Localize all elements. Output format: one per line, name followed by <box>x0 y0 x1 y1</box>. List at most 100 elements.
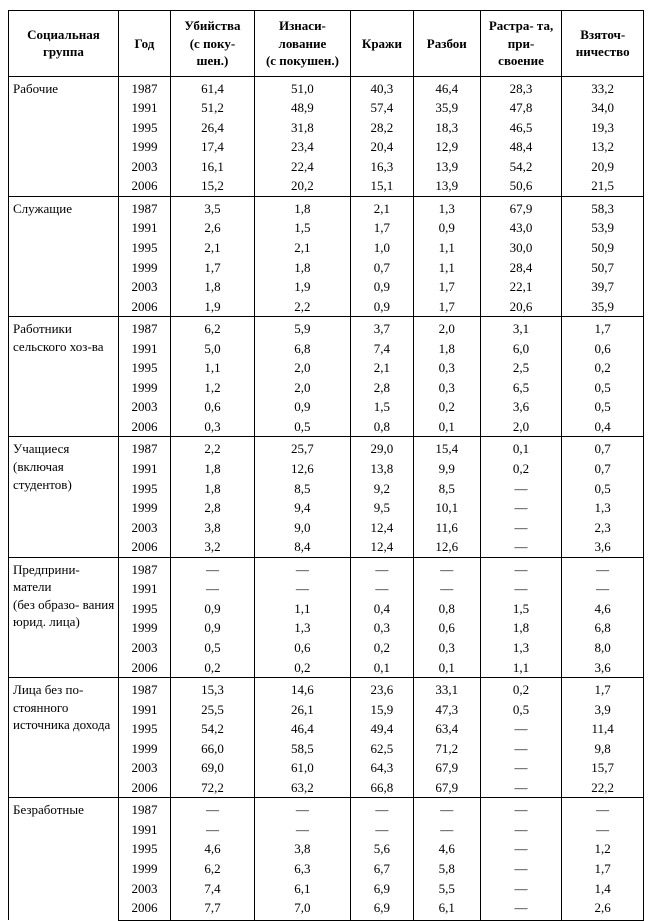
value-murder: — <box>171 820 255 840</box>
value-robbery: 1,3 <box>413 196 480 218</box>
value-theft: 9,5 <box>351 498 414 518</box>
value-theft: 0,2 <box>351 638 414 658</box>
value-rape: 12,6 <box>254 459 350 479</box>
value-robbery: 6,1 <box>413 898 480 920</box>
value-bribery: 0,5 <box>562 397 644 417</box>
value-murder: 6,2 <box>171 317 255 339</box>
value-theft: — <box>351 579 414 599</box>
value-theft: 0,4 <box>351 599 414 619</box>
value-robbery: 0,6 <box>413 618 480 638</box>
value-bribery: 1,2 <box>562 839 644 859</box>
value-murder: 61,4 <box>171 76 255 98</box>
value-rape: 31,8 <box>254 118 350 138</box>
value-murder: 1,9 <box>171 297 255 317</box>
year-cell: 2006 <box>118 778 170 798</box>
value-rape: 1,9 <box>254 277 350 297</box>
value-robbery: 46,4 <box>413 76 480 98</box>
value-theft: 6,7 <box>351 859 414 879</box>
value-theft: 15,1 <box>351 176 414 196</box>
year-cell: 2006 <box>118 658 170 678</box>
value-robbery: 71,2 <box>413 739 480 759</box>
value-rape: 63,2 <box>254 778 350 798</box>
table-row: Рабочие198761,451,040,346,428,333,2 <box>9 76 644 98</box>
group-label: Лица без по- стоянного источника дохода <box>9 678 119 798</box>
year-cell: 1999 <box>118 258 170 278</box>
value-theft: 0,7 <box>351 258 414 278</box>
value-robbery: 0,1 <box>413 658 480 678</box>
value-robbery: 33,1 <box>413 678 480 700</box>
value-bribery: — <box>562 798 644 820</box>
value-rape: — <box>254 579 350 599</box>
crime-by-social-group-table: Социальная группа Год Убийства (с поку- … <box>8 10 644 921</box>
value-robbery: 2,0 <box>413 317 480 339</box>
year-cell: 1999 <box>118 498 170 518</box>
value-rape: 0,2 <box>254 658 350 678</box>
value-theft: 12,4 <box>351 518 414 538</box>
year-cell: 1999 <box>118 618 170 638</box>
year-cell: 1995 <box>118 479 170 499</box>
value-theft: 5,6 <box>351 839 414 859</box>
value-embezzle: 30,0 <box>480 238 562 258</box>
value-rape: 1,1 <box>254 599 350 619</box>
year-cell: 1991 <box>118 700 170 720</box>
value-bribery: 20,9 <box>562 157 644 177</box>
value-murder: 25,5 <box>171 700 255 720</box>
value-theft: 23,6 <box>351 678 414 700</box>
value-embezzle: 54,2 <box>480 157 562 177</box>
value-rape: 5,9 <box>254 317 350 339</box>
value-murder: 2,8 <box>171 498 255 518</box>
value-bribery: 0,7 <box>562 459 644 479</box>
value-theft: 15,9 <box>351 700 414 720</box>
value-embezzle: 22,1 <box>480 277 562 297</box>
value-rape: 26,1 <box>254 700 350 720</box>
header-rape: Изнаси- лование (с покушен.) <box>254 11 350 77</box>
value-rape: 46,4 <box>254 719 350 739</box>
value-robbery: 12,9 <box>413 137 480 157</box>
value-murder: 15,2 <box>171 176 255 196</box>
value-theft: 1,7 <box>351 218 414 238</box>
value-theft: 20,4 <box>351 137 414 157</box>
value-rape: 14,6 <box>254 678 350 700</box>
value-murder: 1,8 <box>171 277 255 297</box>
year-cell: 1991 <box>118 98 170 118</box>
year-cell: 2003 <box>118 397 170 417</box>
value-embezzle: 2,0 <box>480 417 562 437</box>
value-embezzle: — <box>480 820 562 840</box>
value-theft: 57,4 <box>351 98 414 118</box>
value-embezzle: 67,9 <box>480 196 562 218</box>
year-cell: 1995 <box>118 118 170 138</box>
value-bribery: 3,6 <box>562 658 644 678</box>
group-label: Служащие <box>9 196 119 316</box>
value-bribery: 58,3 <box>562 196 644 218</box>
value-embezzle: 1,1 <box>480 658 562 678</box>
value-murder: 2,1 <box>171 238 255 258</box>
value-bribery: 11,4 <box>562 719 644 739</box>
value-bribery: — <box>562 820 644 840</box>
value-embezzle: — <box>480 879 562 899</box>
value-theft: 1,5 <box>351 397 414 417</box>
value-rape: 2,1 <box>254 238 350 258</box>
value-robbery: 1,1 <box>413 258 480 278</box>
year-cell: 1995 <box>118 839 170 859</box>
value-embezzle: — <box>480 557 562 579</box>
header-murder: Убийства (с поку- шен.) <box>171 11 255 77</box>
year-cell: 2006 <box>118 297 170 317</box>
year-cell: 1999 <box>118 739 170 759</box>
value-rape: 1,5 <box>254 218 350 238</box>
value-theft: — <box>351 798 414 820</box>
value-rape: 8,5 <box>254 479 350 499</box>
value-robbery: 13,9 <box>413 176 480 196</box>
value-rape: 6,1 <box>254 879 350 899</box>
group-label: Учащиеся (включая студентов) <box>9 437 119 557</box>
group-label: Предприни- матели (без образо- вания юри… <box>9 557 119 677</box>
value-robbery: 5,8 <box>413 859 480 879</box>
value-robbery: 0,2 <box>413 397 480 417</box>
value-murder: 1,8 <box>171 459 255 479</box>
value-rape: 51,0 <box>254 76 350 98</box>
value-theft: 1,0 <box>351 238 414 258</box>
value-bribery: 1,7 <box>562 859 644 879</box>
value-bribery: 8,0 <box>562 638 644 658</box>
header-group: Социальная группа <box>9 11 119 77</box>
value-rape: 0,5 <box>254 417 350 437</box>
value-murder: 17,4 <box>171 137 255 157</box>
